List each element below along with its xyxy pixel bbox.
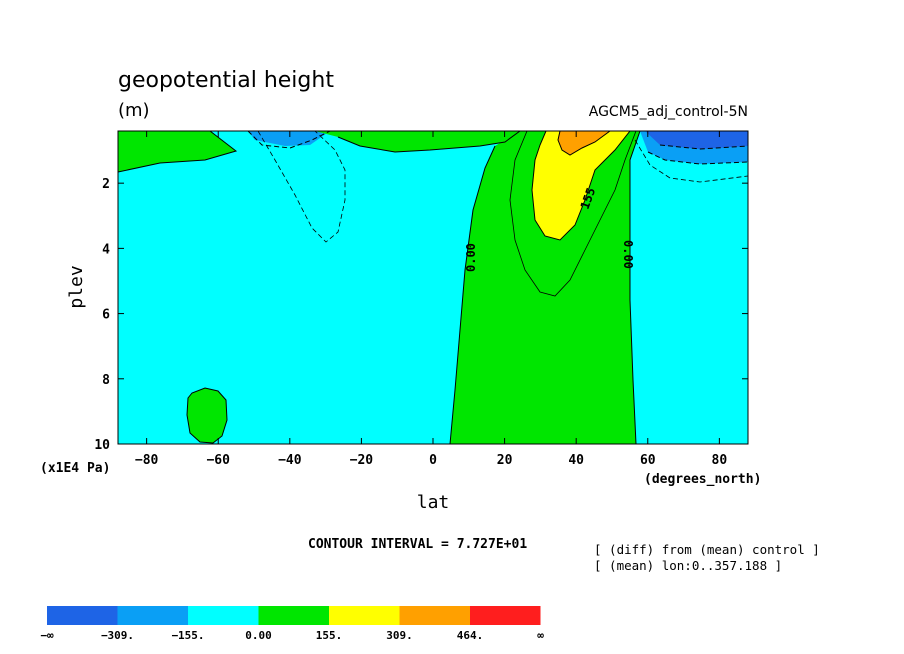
fill-blue-topleft (248, 131, 330, 146)
x-axis-ticks: −80 −60 −40 −20 0 20 40 60 80 (135, 131, 727, 468)
contour-zero-left (449, 145, 496, 444)
x-axis-units: (degrees_north) (644, 472, 761, 487)
x-tick-label: 40 (568, 453, 584, 468)
x-axis-label: lat (417, 492, 450, 513)
contour-neg-dashed-3 (647, 151, 748, 165)
x-tick-label: −20 (350, 453, 374, 468)
contour-neg-dashed-4 (659, 144, 748, 150)
colorbar-swatch (470, 606, 541, 625)
contour-155 (531, 131, 631, 241)
colorbar-swatch (329, 606, 400, 625)
fill-green-topleft (118, 131, 236, 172)
chart-title: geopotential height (118, 68, 334, 93)
contour-neg-dashed-1 (257, 131, 346, 243)
x-tick-label: −80 (135, 453, 159, 468)
contour-fills (118, 131, 748, 444)
y-tick-label: 4 (102, 242, 110, 257)
note-diff: [ (diff) from (mean) control ] (594, 542, 820, 557)
y-axis-ticks: 2 4 6 8 10 (94, 177, 748, 453)
x-tick-label: −40 (278, 453, 302, 468)
contour-label-mid: 155 (578, 186, 599, 211)
y-tick-label: 2 (102, 177, 110, 192)
fill-cyan-region (118, 131, 748, 444)
colorbar-level-label: −155. (171, 629, 204, 642)
experiment-label: AGCM5_adj_control-5N (588, 104, 748, 120)
note-mean: [ (mean) lon:0..357.188 ] (594, 558, 782, 573)
colorbar-swatch (399, 606, 470, 625)
contour-zero-top (118, 131, 238, 173)
contour-zero-topmid (337, 131, 521, 153)
fill-green-tongue (450, 131, 640, 444)
colorbar-swatch (47, 606, 118, 625)
x-tick-label: 0 (429, 453, 437, 468)
x-tick-label: 60 (640, 453, 656, 468)
x-tick-label: 20 (497, 453, 513, 468)
colorbar-level-label: −309. (101, 629, 134, 642)
contour-interval: CONTOUR INTERVAL = 7.727E+01 (308, 537, 527, 552)
fill-orange (558, 131, 610, 155)
colorbar-level-label: 155. (316, 629, 343, 642)
colorbar-level-label: 0.00 (245, 629, 272, 642)
colorbar-swatch (117, 606, 188, 625)
colorbar-level-label: 464. (457, 629, 484, 642)
x-tick-label: −60 (206, 453, 230, 468)
contour-309 (557, 131, 611, 156)
contour-zero-blob (186, 387, 228, 444)
colorbar-level-label: −∞ (40, 629, 54, 642)
contour-label-right: 0.00 (621, 240, 635, 269)
colorbar-level-label: 309. (386, 629, 413, 642)
colorbar-swatch (258, 606, 329, 625)
y-tick-label: 8 (102, 373, 110, 388)
colorbar-swatch (188, 606, 259, 625)
chart-units: (m) (118, 100, 150, 121)
contour-neg-dashed-5 (634, 139, 748, 183)
fill-yellow (532, 131, 630, 240)
fill-darkblue-topright (645, 131, 748, 149)
colorbar-level-label: ∞ (537, 629, 544, 642)
y-tick-label: 10 (94, 438, 110, 453)
contour-zero-right (629, 131, 641, 444)
color-bar: −∞ −309. −155. 0.00 155. 309. 464. ∞ (40, 606, 544, 642)
x-tick-label: 80 (712, 453, 728, 468)
y-axis-label: plev (66, 265, 87, 308)
contour-inner-line (509, 131, 637, 297)
fill-green-blob (187, 388, 227, 443)
y-tick-label: 6 (102, 308, 110, 323)
contour-label-left: 0.00 (464, 243, 478, 272)
y-axis-units: (x1E4 Pa) (40, 461, 110, 476)
